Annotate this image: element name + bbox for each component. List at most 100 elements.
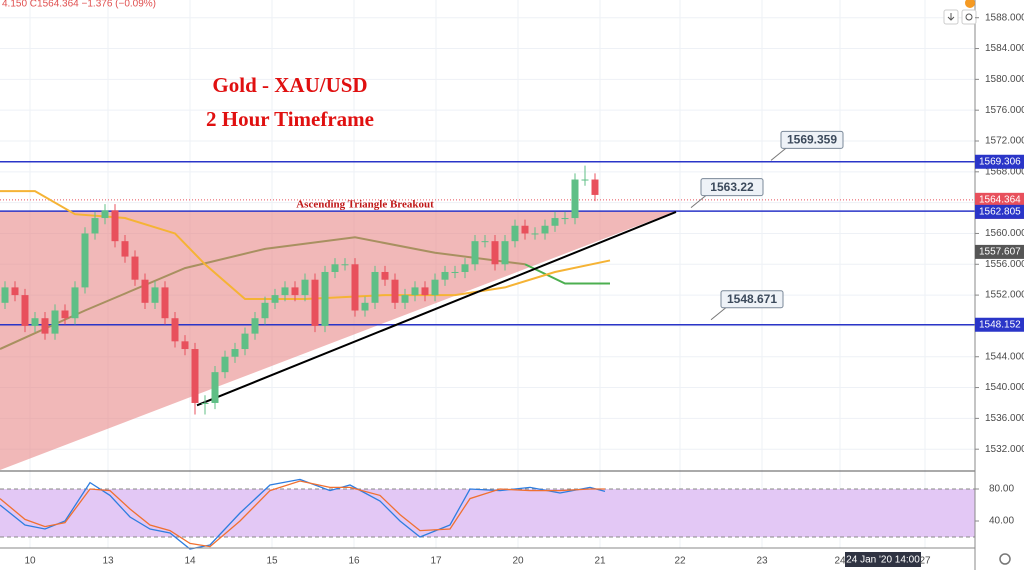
callout-label: 1548.671 [727,292,777,306]
y-tick-label: 1576.000 [985,105,1024,116]
icon [965,13,973,21]
x-tick-label: 21 [594,556,606,567]
price-tag [975,192,1024,207]
candle-body [311,279,319,326]
candle-body [471,241,479,265]
x-tick-label: 10 [24,556,36,567]
candle-body [181,341,189,350]
x-tick-label: 17 [430,556,442,567]
candle-body [201,402,209,404]
candle-body [301,279,309,296]
stochastic-band [0,489,975,537]
annotation: Gold - XAU/USD [212,73,367,97]
candle-body [441,271,449,280]
candle-body [351,264,359,311]
x-tick-label: 15 [266,556,278,567]
candle-body [81,233,89,288]
candle-body [11,287,19,296]
y-tick-label: 80.00 [989,484,1014,495]
callout-label: 1569.359 [787,133,837,147]
icon [947,13,955,21]
price-tag [975,154,1024,169]
y-tick-label: 1544.000 [985,351,1024,362]
y-tick-label: 1572.000 [985,136,1024,147]
candle-body [221,356,229,373]
candle-body [561,218,569,220]
candle-body [101,210,109,219]
candle-body [451,271,459,273]
callout-pointer [690,194,708,209]
y-tick-label: 1588.000 [985,12,1024,23]
x-tick-label: 22 [674,556,686,567]
candle-body [521,225,529,234]
y-tick-label: 1560.000 [985,228,1024,239]
candle-body [111,210,119,242]
candle-body [391,279,399,303]
candle-body [551,218,559,226]
y-tick-label: 40.00 [989,516,1014,527]
candle-body [131,256,139,280]
candle-body [51,310,59,334]
candle-body [211,372,219,403]
candle-body [501,241,509,265]
y-tick-label: 1532.000 [985,444,1024,455]
candle-body [381,271,389,280]
stochastic-line [0,480,605,548]
candle-body [511,225,519,242]
x-tick-label: 16 [348,556,360,567]
header-values: 4.150 C1564.364 −1.376 (−0.09%) [2,0,156,10]
candle-body [21,295,29,326]
candle-body [481,241,489,243]
candle-body [401,295,409,303]
price-tag [975,204,1024,219]
candle-body [241,333,249,350]
candle-body [231,349,239,357]
candle-body [151,287,159,303]
callout-box [780,130,844,149]
candle-body [261,302,269,319]
crosshair-date: 24 Jan '20 14:00 [846,555,920,566]
price-tag-label: 1562.805 [979,206,1021,217]
callout-box [720,290,784,309]
callout-pointer [710,306,728,321]
notification-badge [965,0,975,8]
candle-body [61,310,69,319]
candle-body [1,287,9,303]
candle-body [591,179,599,195]
candle-body [581,179,589,181]
toolbar[interactable] [943,0,977,25]
price-tag-label: 1569.306 [979,156,1021,167]
settings-icon [999,553,1011,565]
candle-body [141,279,149,303]
candle-body [541,225,549,234]
candle-body [281,287,289,296]
candle-body [161,287,169,319]
candle-body [291,287,299,296]
x-tick-label: 27 [919,556,931,567]
candle-body [491,241,499,265]
y-tick-label: 1536.000 [985,413,1024,424]
candle-body [331,264,339,272]
candle-body [171,318,179,342]
y-tick-label: 1568.000 [985,166,1024,177]
candle-body [361,302,369,311]
toolbar-button[interactable] [961,9,977,25]
moving-average [524,263,610,285]
y-tick-label: 1580.000 [985,74,1024,85]
candle-body [531,233,539,235]
candle-body [31,318,39,326]
callout-pointer [770,146,788,161]
candle-body [251,318,259,334]
callout-label: 1563.22 [710,180,754,194]
axes: 1532.0001536.0001540.0001544.0001548.000… [24,12,1024,567]
candle-body [271,295,279,303]
candle-body [461,264,469,272]
annotation: 2 Hour Timeframe [206,107,374,131]
candle-body [71,287,79,319]
y-tick-label: 1584.000 [985,43,1024,54]
candle-body [91,218,99,234]
x-tick-label: 24 [834,556,846,567]
price-tag-label: 1548.152 [979,319,1021,330]
plot: 1569.359 1563.22 1548.671 [0,130,975,550]
